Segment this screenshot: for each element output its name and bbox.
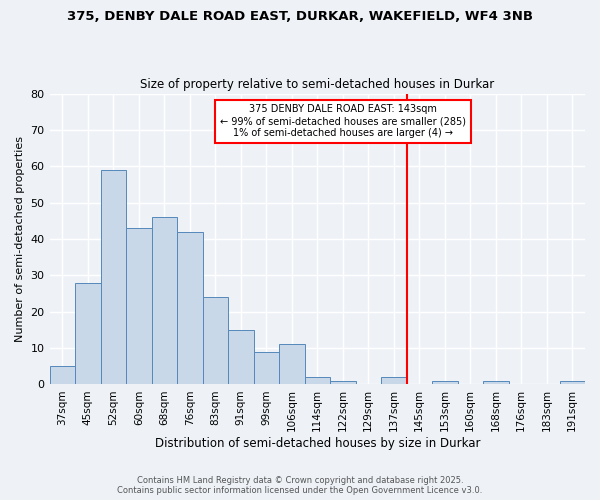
Bar bbox=[50, 366, 75, 384]
Bar bbox=[177, 232, 203, 384]
Text: 375, DENBY DALE ROAD EAST, DURKAR, WAKEFIELD, WF4 3NB: 375, DENBY DALE ROAD EAST, DURKAR, WAKEF… bbox=[67, 10, 533, 23]
Text: Contains HM Land Registry data © Crown copyright and database right 2025.
Contai: Contains HM Land Registry data © Crown c… bbox=[118, 476, 482, 495]
Y-axis label: Number of semi-detached properties: Number of semi-detached properties bbox=[15, 136, 25, 342]
Bar bbox=[228, 330, 254, 384]
Bar bbox=[381, 377, 407, 384]
Bar bbox=[560, 381, 585, 384]
Bar bbox=[126, 228, 152, 384]
Bar bbox=[330, 381, 356, 384]
Bar bbox=[483, 381, 509, 384]
X-axis label: Distribution of semi-detached houses by size in Durkar: Distribution of semi-detached houses by … bbox=[155, 437, 480, 450]
Bar bbox=[254, 352, 279, 384]
Title: Size of property relative to semi-detached houses in Durkar: Size of property relative to semi-detach… bbox=[140, 78, 494, 91]
Bar bbox=[152, 217, 177, 384]
Bar bbox=[305, 377, 330, 384]
Bar bbox=[432, 381, 458, 384]
Bar bbox=[203, 297, 228, 384]
Bar bbox=[75, 282, 101, 384]
Bar bbox=[101, 170, 126, 384]
Bar bbox=[279, 344, 305, 385]
Text: 375 DENBY DALE ROAD EAST: 143sqm
← 99% of semi-detached houses are smaller (285): 375 DENBY DALE ROAD EAST: 143sqm ← 99% o… bbox=[220, 104, 466, 138]
